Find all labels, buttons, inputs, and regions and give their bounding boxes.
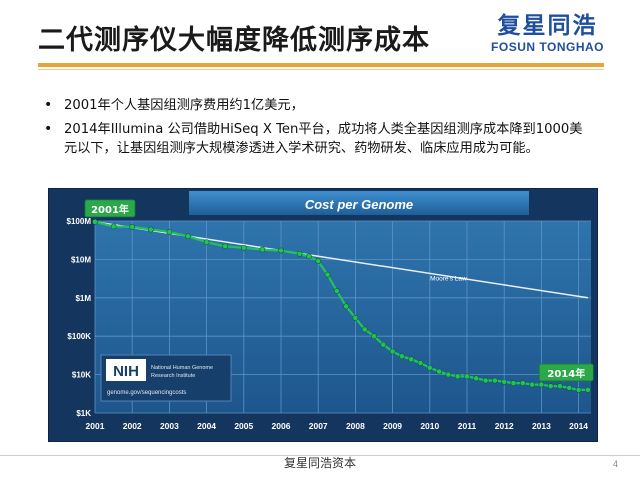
chart-canvas: Cost per Genome $1K $10K $100K $1M $10M $100M… bbox=[67, 191, 594, 431]
annotation-2001-box bbox=[84, 199, 136, 218]
annotation-2014: 2014年 bbox=[547, 367, 585, 380]
genome-cost-point bbox=[519, 380, 526, 387]
chart-title-bar bbox=[189, 191, 529, 215]
genome-cost-point bbox=[426, 364, 433, 371]
genome-cost-point bbox=[296, 250, 303, 257]
y-tick-label: $1M bbox=[75, 294, 91, 303]
annotations: 2001年 2014年 bbox=[84, 199, 594, 382]
genome-cost-point bbox=[575, 386, 582, 393]
y-tick-label: $100M bbox=[67, 217, 92, 226]
genome-cost-point bbox=[547, 383, 554, 390]
genome-cost-point bbox=[361, 326, 368, 333]
genome-cost-point bbox=[333, 288, 340, 294]
x-tick-label: 2013 bbox=[532, 421, 551, 431]
bullet-list: 2001年个人基因组测序费用约1亿美元， 2014年Illumina 公司借助H… bbox=[44, 96, 594, 163]
genome-cost-point bbox=[436, 368, 442, 375]
nih-mark: NIH bbox=[113, 363, 139, 380]
slide-title: 二代测序仪大幅度降低测序成本 bbox=[38, 25, 430, 56]
genome-cost-point bbox=[566, 385, 573, 391]
nih-logo-box: NIH National Human Genome Research Institu… bbox=[100, 354, 232, 402]
x-tick-label: 2001 bbox=[86, 421, 105, 431]
x-tick-label: 2012 bbox=[495, 421, 514, 431]
company-logo: 复星同浩 FOSUN TONGHAO bbox=[491, 12, 604, 54]
genome-cost-point bbox=[352, 314, 359, 321]
genome-cost-point bbox=[203, 239, 210, 246]
genome-cost-point bbox=[538, 381, 545, 388]
y-tick-label: $100K bbox=[67, 332, 91, 341]
genome-cost-point bbox=[529, 381, 535, 388]
genome-cost-point bbox=[278, 247, 284, 254]
x-tick-label: 2007 bbox=[309, 421, 328, 431]
y-axis: $1K $10K $100K $1M $10M $100M bbox=[67, 217, 92, 418]
genome-cost-point bbox=[454, 373, 461, 380]
title-divider bbox=[38, 63, 604, 67]
nih-url: genome.gov/sequencingcosts bbox=[107, 390, 186, 396]
x-tick-label: 2002 bbox=[123, 421, 142, 431]
x-tick-label: 2008 bbox=[346, 421, 365, 431]
x-tick-label: 2005 bbox=[234, 421, 253, 431]
nih-name-line2: Research Institute bbox=[151, 373, 195, 379]
x-tick-label: 2010 bbox=[420, 421, 439, 431]
genome-cost-point bbox=[371, 333, 377, 340]
logo-english-text: FOSUN TONGHAO bbox=[491, 40, 604, 54]
genome-cost-point bbox=[305, 253, 312, 260]
annotation-2001: 2001年 bbox=[91, 203, 129, 216]
x-tick-label: 2003 bbox=[160, 421, 179, 431]
genome-cost-point bbox=[129, 224, 136, 230]
footer-divider bbox=[0, 455, 640, 456]
genome-cost-point bbox=[185, 233, 191, 240]
page-number: 4 bbox=[612, 459, 618, 469]
genome-cost-point bbox=[417, 360, 424, 366]
y-tick-label: $1K bbox=[76, 409, 91, 418]
genome-cost-point bbox=[259, 246, 266, 253]
title-divider-thin bbox=[38, 69, 604, 70]
genome-cost-point bbox=[222, 243, 229, 250]
annotation-2014-box bbox=[538, 363, 594, 382]
chart-title: Cost per Genome bbox=[305, 197, 413, 212]
genome-cost-point bbox=[110, 223, 117, 230]
nih-mark-bg bbox=[106, 359, 146, 381]
x-tick-label: 2006 bbox=[272, 421, 291, 431]
genome-cost-point bbox=[557, 383, 563, 390]
genome-cost-point bbox=[92, 218, 98, 225]
genome-cost-point bbox=[398, 353, 405, 360]
nih-name-line1: National Human Genome bbox=[151, 365, 213, 371]
moores-law-label: Moore's Law bbox=[430, 276, 467, 283]
genome-cost-point bbox=[315, 258, 322, 265]
y-tick-label: $10K bbox=[72, 371, 91, 380]
genome-cost-point bbox=[147, 226, 154, 233]
genome-cost-point bbox=[408, 356, 415, 363]
bullet-item: 2014年Illumina 公司借助HiSeq X Ten平台，成功将人类全基因… bbox=[44, 120, 594, 158]
footer-text: 复星同浩资本 bbox=[283, 456, 356, 470]
logo-chinese-text: 复星同浩 bbox=[497, 13, 598, 39]
genome-cost-point bbox=[324, 271, 331, 278]
bullet-item: 2001年个人基因组测序费用约1亿美元， bbox=[44, 96, 594, 115]
genome-cost-point bbox=[445, 371, 452, 378]
genome-cost-point bbox=[482, 377, 489, 384]
cost-per-genome-chart: Cost per Genome $1K $10K $100K $1M $10M $100M… bbox=[48, 188, 598, 442]
y-tick-label: $10M bbox=[71, 255, 91, 264]
genome-cost-point bbox=[585, 386, 591, 393]
genome-cost-point bbox=[510, 380, 517, 387]
genome-cost-point bbox=[501, 378, 508, 385]
genome-cost-point bbox=[240, 244, 247, 251]
x-tick-label: 2014 bbox=[569, 421, 588, 431]
genome-cost-point bbox=[473, 375, 480, 382]
genome-cost-point bbox=[389, 348, 396, 355]
genome-cost-point bbox=[491, 377, 498, 384]
genome-cost-point bbox=[380, 341, 387, 348]
x-tick-label: 2004 bbox=[197, 421, 216, 431]
genome-cost-point bbox=[166, 229, 173, 235]
series: Moore's Law bbox=[92, 218, 591, 393]
x-axis: 2001 2002 2003 2004 2005 2006 2007 2008 2009 2010… bbox=[86, 421, 589, 431]
x-tick-label: 2011 bbox=[458, 421, 477, 431]
genome-cost-point bbox=[343, 303, 349, 310]
genome-cost-point bbox=[464, 373, 470, 380]
x-tick-label: 2009 bbox=[383, 421, 402, 431]
